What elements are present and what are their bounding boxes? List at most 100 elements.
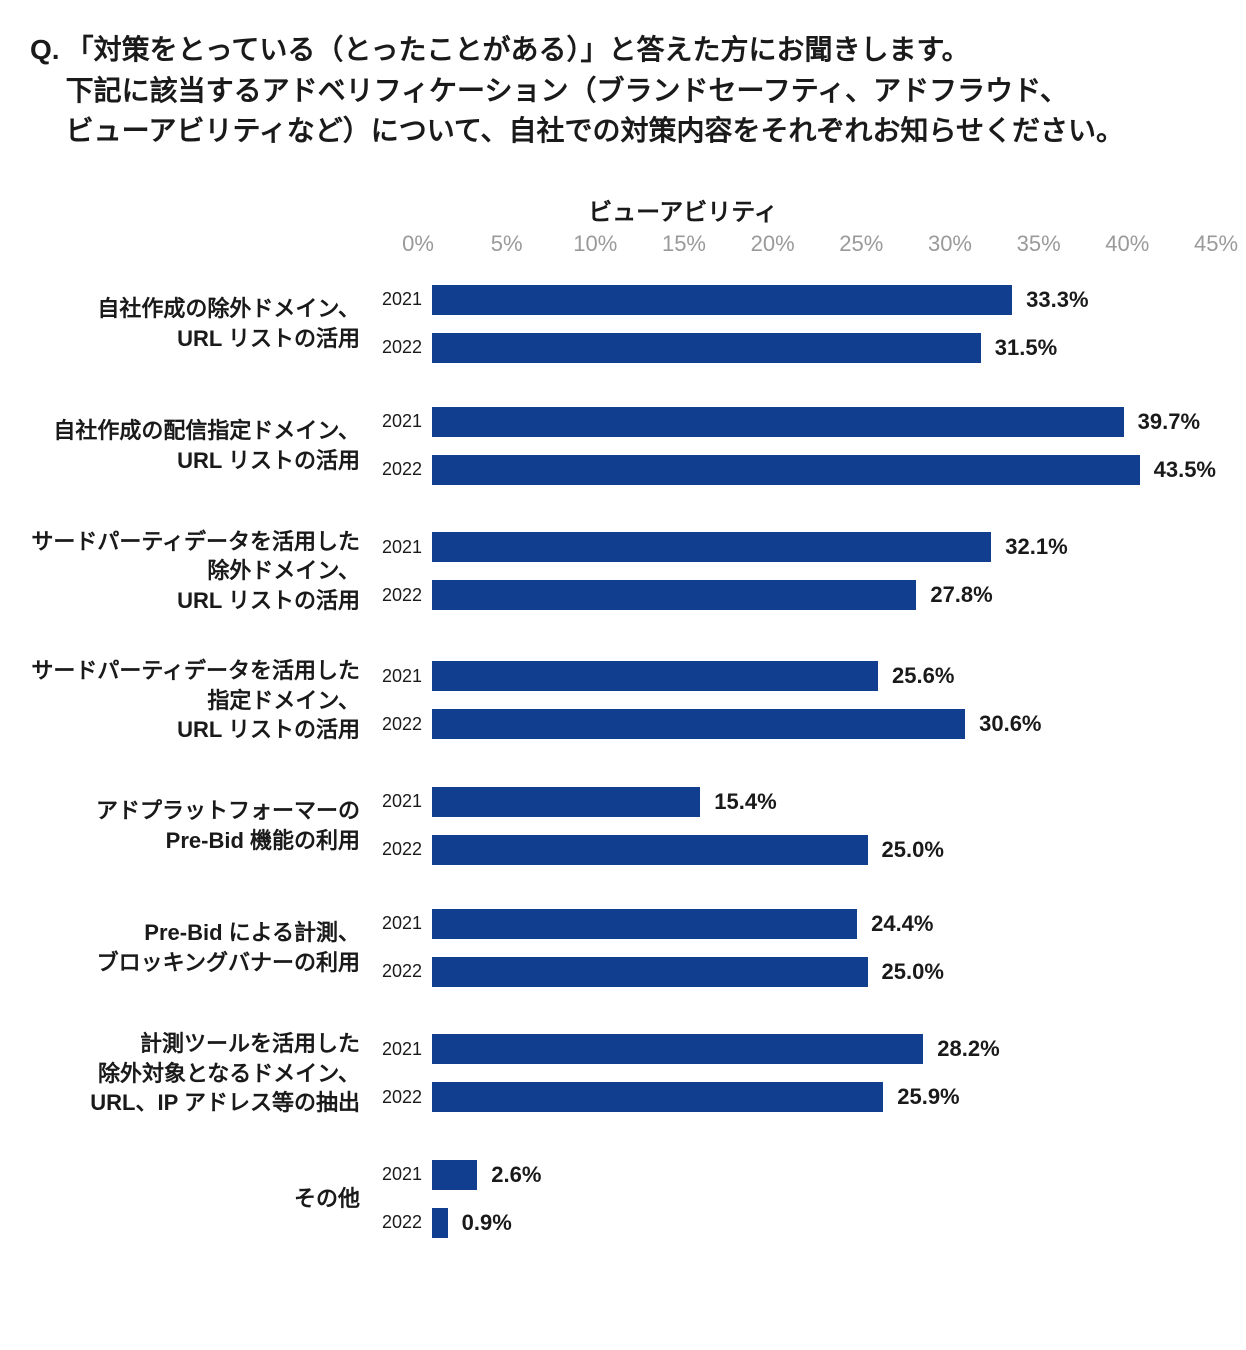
bar-row: 2021 24.4% bbox=[364, 907, 1216, 941]
category-label: サードパーティデータを活用した除外ドメイン、URL リストの活用 bbox=[30, 527, 364, 616]
bar-row: 2021 15.4% bbox=[364, 785, 1216, 819]
bar-row: 2021 39.7% bbox=[364, 405, 1216, 439]
x-tick-label: 30% bbox=[928, 231, 972, 257]
bar-row: 202225.9% bbox=[364, 1080, 1216, 1114]
value-label: 30.6% bbox=[979, 711, 1041, 737]
plot-area: 32.1% bbox=[432, 530, 1216, 564]
category-label: その他 bbox=[30, 1184, 364, 1214]
value-label: 43.5% bbox=[1154, 457, 1216, 483]
chart-group: 自社作成の配信指定ドメイン、URL リストの活用2021 39.7% 2022 43.… bbox=[30, 385, 1216, 507]
bar-row: 202225.0% bbox=[364, 833, 1216, 867]
year-label: 2021 bbox=[364, 666, 432, 687]
bars-column: 2021 24.4% 2022 25.0% bbox=[364, 907, 1216, 989]
question-line-3: ビューアビリティなど）について、自社での対策内容をそれぞれお知らせください。 bbox=[66, 115, 1124, 146]
x-tick-label: 0% bbox=[402, 231, 434, 257]
category-label: サードパーティデータを活用した指定ドメイン、URL リストの活用 bbox=[30, 656, 364, 745]
bar-row: 2022 43.5% bbox=[364, 453, 1216, 487]
value-label: 25.0% bbox=[882, 959, 944, 985]
bar bbox=[432, 1082, 883, 1112]
question-line-2: 下記に該当するアドベリフィケーション（ブランドセーフティ、アドフラウド、 bbox=[66, 75, 1068, 106]
bar bbox=[432, 285, 1012, 315]
chart-title: ビューアビリティ bbox=[150, 192, 1216, 227]
year-label: 2022 bbox=[364, 961, 432, 982]
year-label: 2021 bbox=[364, 537, 432, 558]
value-label: 24.4% bbox=[871, 911, 933, 937]
plot-area: 25.9% bbox=[432, 1080, 1216, 1114]
bar bbox=[432, 333, 981, 363]
category-label: 計測ツールを活用した除外対象となるドメイン、URL、IP アドレス等の抽出 bbox=[30, 1029, 364, 1118]
bar bbox=[432, 1160, 477, 1190]
bar bbox=[432, 407, 1124, 437]
year-label: 2021 bbox=[364, 791, 432, 812]
category-label: アドプラットフォーマーのPre-Bid 機能の利用 bbox=[30, 796, 364, 855]
year-label: 2021 bbox=[364, 1039, 432, 1060]
chart-group: その他20212.6% 2022 0.9% bbox=[30, 1138, 1216, 1260]
bar-row: 20212.6% bbox=[364, 1158, 1216, 1192]
chart-groups: 自社作成の除外ドメイン、URL リストの活用202133.3%202231.5%… bbox=[30, 263, 1216, 1260]
bar bbox=[432, 580, 916, 610]
bars-column: 2021 15.4% 202225.0% bbox=[364, 785, 1216, 867]
category-label: 自社作成の除外ドメイン、URL リストの活用 bbox=[30, 294, 364, 353]
bar-row: 2022 0.9% bbox=[364, 1206, 1216, 1240]
value-label: 0.9% bbox=[462, 1210, 512, 1236]
year-label: 2022 bbox=[364, 1212, 432, 1233]
x-axis: 0%5%10%15%20%25%30%35%40%45% bbox=[30, 231, 1216, 257]
bar bbox=[432, 835, 868, 865]
bar-row: 2021 25.6% bbox=[364, 659, 1216, 693]
plot-area: 30.6% bbox=[432, 707, 1216, 741]
chart-group: サードパーティデータを活用した指定ドメイン、URL リストの活用2021 25.6… bbox=[30, 636, 1216, 765]
bar-row: 2021 28.2% bbox=[364, 1032, 1216, 1066]
year-label: 2021 bbox=[364, 411, 432, 432]
bar bbox=[432, 1034, 923, 1064]
value-label: 28.2% bbox=[937, 1036, 999, 1062]
plot-area: 25.6% bbox=[432, 659, 1216, 693]
plot-area: 24.4% bbox=[432, 907, 1216, 941]
x-tick-label: 25% bbox=[839, 231, 883, 257]
plot-area: 31.5% bbox=[432, 331, 1216, 365]
chart-group: Pre-Bid による計測、ブロッキングバナーの利用202124.4%20222… bbox=[30, 887, 1216, 1009]
chart-group: アドプラットフォーマーのPre-Bid 機能の利用2021 15.4% 202225… bbox=[30, 765, 1216, 887]
year-label: 2021 bbox=[364, 289, 432, 310]
x-tick-label: 15% bbox=[662, 231, 706, 257]
category-label: Pre-Bid による計測、ブロッキングバナーの利用 bbox=[30, 918, 364, 977]
value-label: 39.7% bbox=[1138, 409, 1200, 435]
x-tick-label: 10% bbox=[573, 231, 617, 257]
value-label: 2.6% bbox=[491, 1162, 541, 1188]
bars-column: 202133.3%202231.5% bbox=[364, 283, 1216, 365]
bar bbox=[432, 1208, 448, 1238]
question-line-1: 「対策をとっている（とったことがある）」と答えた方にお聞きします。 bbox=[66, 34, 970, 65]
plot-area: 27.8% bbox=[432, 578, 1216, 612]
bars-column: 2021 32.1% 2022 27.8% bbox=[364, 530, 1216, 612]
bar bbox=[432, 532, 991, 562]
year-label: 2022 bbox=[364, 714, 432, 735]
plot-area: 33.3% bbox=[432, 283, 1216, 317]
chart-group: サードパーティデータを活用した除外ドメイン、URL リストの活用2021 32.1… bbox=[30, 507, 1216, 636]
bars-column: 20212.6% 2022 0.9% bbox=[364, 1158, 1216, 1240]
year-label: 2021 bbox=[364, 913, 432, 934]
category-label: 自社作成の配信指定ドメイン、URL リストの活用 bbox=[30, 416, 364, 475]
question-block: Q. 「対策をとっている（とったことがある）」と答えた方にお聞きします。 下記に… bbox=[30, 30, 1216, 152]
chart-group: 計測ツールを活用した除外対象となるドメイン、URL、IP アドレス等の抽出202… bbox=[30, 1009, 1216, 1138]
value-label: 25.0% bbox=[882, 837, 944, 863]
bar bbox=[432, 709, 965, 739]
year-label: 2022 bbox=[364, 459, 432, 480]
value-label: 15.4% bbox=[714, 789, 776, 815]
bars-column: 2021 28.2% 202225.9% bbox=[364, 1032, 1216, 1114]
bar-row: 2022 30.6% bbox=[364, 707, 1216, 741]
viewability-chart: ビューアビリティ 0%5%10%15%20%25%30%35%40%45% 自社… bbox=[30, 192, 1216, 1260]
plot-area: 2.6% bbox=[432, 1158, 1216, 1192]
year-label: 2022 bbox=[364, 337, 432, 358]
question-text: 「対策をとっている（とったことがある）」と答えた方にお聞きします。 下記に該当す… bbox=[66, 30, 1124, 152]
bar bbox=[432, 455, 1140, 485]
bar bbox=[432, 909, 857, 939]
plot-area: 0.9% bbox=[432, 1206, 1216, 1240]
plot-area: 43.5% bbox=[432, 453, 1216, 487]
value-label: 27.8% bbox=[930, 582, 992, 608]
bar-row: 202231.5% bbox=[364, 331, 1216, 365]
value-label: 25.6% bbox=[892, 663, 954, 689]
bars-column: 2021 25.6% 2022 30.6% bbox=[364, 659, 1216, 741]
year-label: 2022 bbox=[364, 585, 432, 606]
year-label: 2022 bbox=[364, 1087, 432, 1108]
bar bbox=[432, 787, 700, 817]
value-label: 32.1% bbox=[1005, 534, 1067, 560]
